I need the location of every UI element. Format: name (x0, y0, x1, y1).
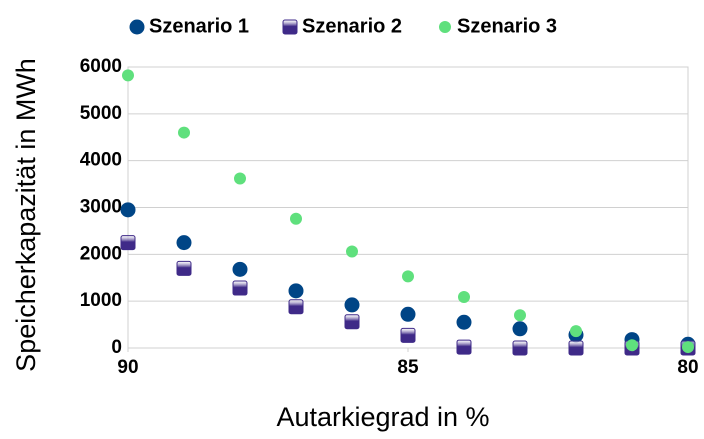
point (290, 212, 302, 225)
point (456, 314, 472, 330)
point (400, 327, 416, 343)
point (512, 340, 528, 356)
point (402, 270, 414, 283)
point (626, 339, 638, 352)
point (346, 245, 358, 258)
point (400, 306, 416, 322)
point (288, 299, 304, 315)
y-tick-label: 1000 (80, 290, 122, 311)
point (682, 341, 694, 354)
point (120, 202, 136, 218)
point (458, 290, 470, 303)
point (232, 261, 248, 277)
point (344, 314, 360, 330)
point (122, 69, 134, 82)
point (176, 260, 192, 276)
point (344, 297, 360, 313)
y-axis-label: Speicherkapazität in MWh (11, 58, 41, 372)
point (514, 309, 526, 322)
point (570, 325, 582, 338)
y-tick-label: 3000 (80, 197, 122, 218)
y-tick-label: 6000 (80, 56, 122, 77)
legend-label: Szenario 1 (149, 15, 249, 37)
point (120, 235, 136, 251)
y-tick-label: 2000 (80, 243, 122, 264)
y-tick-label: 4000 (80, 150, 122, 171)
legend-marker (439, 21, 451, 33)
legend-label: Szenario 2 (302, 15, 402, 37)
point (568, 340, 584, 356)
legend-marker (282, 19, 298, 35)
legend-marker (129, 19, 145, 35)
point (234, 172, 246, 185)
point (232, 280, 248, 296)
y-tick-label: 5000 (80, 103, 122, 124)
point (178, 126, 190, 139)
point (176, 235, 192, 251)
x-tick-label: 80 (677, 357, 698, 378)
point (512, 321, 528, 337)
point (456, 339, 472, 355)
x-tick-label: 90 (117, 357, 138, 378)
x-axis-label: Autarkiegrad in % (276, 402, 489, 432)
x-tick-label: 85 (397, 357, 419, 378)
point (288, 283, 304, 299)
y-tick-label: 0 (111, 337, 122, 358)
legend-label: Szenario 3 (457, 15, 557, 37)
